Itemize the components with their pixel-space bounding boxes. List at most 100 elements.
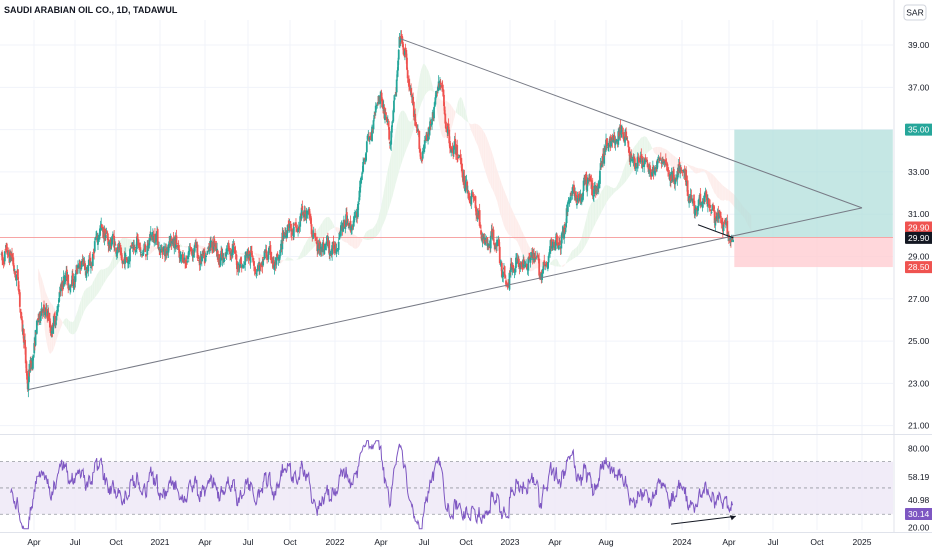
cloud-segment [298,256,299,260]
cloud-segment [476,123,477,144]
candle-body [111,238,114,245]
candle-body [498,246,501,263]
candle-body [512,265,514,269]
cloud-segment [595,199,597,224]
cloud-segment [261,254,262,262]
candle-body [45,309,48,313]
candle-body [368,137,371,141]
triangle-upper-line[interactable] [400,38,863,209]
candle-body [439,83,442,85]
candle-body [484,240,487,241]
cloud-segment [411,118,413,136]
candle-body [475,206,478,216]
candle-body [254,267,257,272]
candle-body [315,241,318,244]
cloud-segment [463,104,465,120]
cloud-segment [729,190,731,203]
cloud-segment [291,258,293,261]
candle-body [189,245,192,247]
cloud-segment [551,260,553,266]
cloud-segment [198,245,200,248]
cloud-segment [359,237,361,246]
candle-body [604,150,607,152]
candle-body [453,141,456,147]
candlestick-series [0,30,734,398]
candle-body [474,196,477,209]
time-axis-label: Jul [70,537,81,547]
cloud-segment [324,218,326,237]
candle-body [408,80,410,87]
cloud-segment [623,167,625,185]
time-axis-label: 2022 [326,537,345,547]
candle-body [450,149,453,153]
candle-body [47,312,50,321]
cloud-segment [243,252,245,255]
loss-zone[interactable] [734,237,893,268]
cloud-segment [60,318,62,329]
candle-body [481,234,484,243]
cloud-segment [362,237,364,240]
cloud-segment [581,237,582,253]
cloud-segment [698,168,699,173]
candle-body [643,164,646,167]
candle-body [414,113,417,126]
candle-body [256,265,259,272]
cloud-segment [281,260,282,264]
price-low-trendline[interactable] [697,224,734,239]
cloud-segment [644,136,646,156]
currency-button[interactable]: SAR [903,4,927,21]
candle-body [393,100,395,113]
profit-zone[interactable] [734,129,893,238]
cloud-segment [289,258,291,261]
cloud-segment [104,268,106,283]
candle-body [142,248,145,250]
candle-body [205,253,208,255]
cloud-segment [257,253,258,259]
candle-body [290,233,293,235]
cloud-segment [355,235,357,249]
candle-body [329,253,331,256]
cloud-segment [368,229,370,241]
divergence-arrow-line[interactable] [671,515,736,525]
cloud-segment [154,247,156,250]
candle-body [425,134,428,140]
triangle-lower-line[interactable] [27,207,863,391]
candle-body [553,242,556,250]
cloud-segment [616,184,618,191]
cloud-segment [370,228,372,240]
cloud-segment [556,258,558,267]
candle-body [592,195,595,197]
candle-body [544,264,546,266]
candle-body [538,258,541,276]
candle-body [13,265,15,272]
cloud-segment [420,69,422,106]
candle-body [648,168,651,174]
cloud-segment [350,232,352,247]
cloud-segment [62,320,64,324]
candle-body [443,94,445,107]
long-position-tool[interactable] [0,129,893,268]
cloud-segment [434,92,435,97]
candle-body [719,211,722,218]
cloud-segment [493,157,495,194]
cloud-segment [442,100,444,138]
cloud-segment [404,112,406,154]
candle-body [325,241,328,245]
candle-body [713,210,716,223]
candle-body [35,320,38,334]
candle-body [629,154,632,163]
candle-body [505,282,508,286]
candle-body [647,164,650,172]
cloud-segment [288,257,290,261]
triangle-drawing[interactable] [27,38,863,391]
candle-body [537,255,540,261]
candle-body [492,229,495,241]
candle-body [166,250,168,254]
cloud-segment [467,117,468,123]
candle-body [69,285,72,291]
candle-body [672,168,675,180]
cloud-segment [323,219,325,238]
candle-body [533,258,536,261]
cloud-segment [695,167,697,174]
